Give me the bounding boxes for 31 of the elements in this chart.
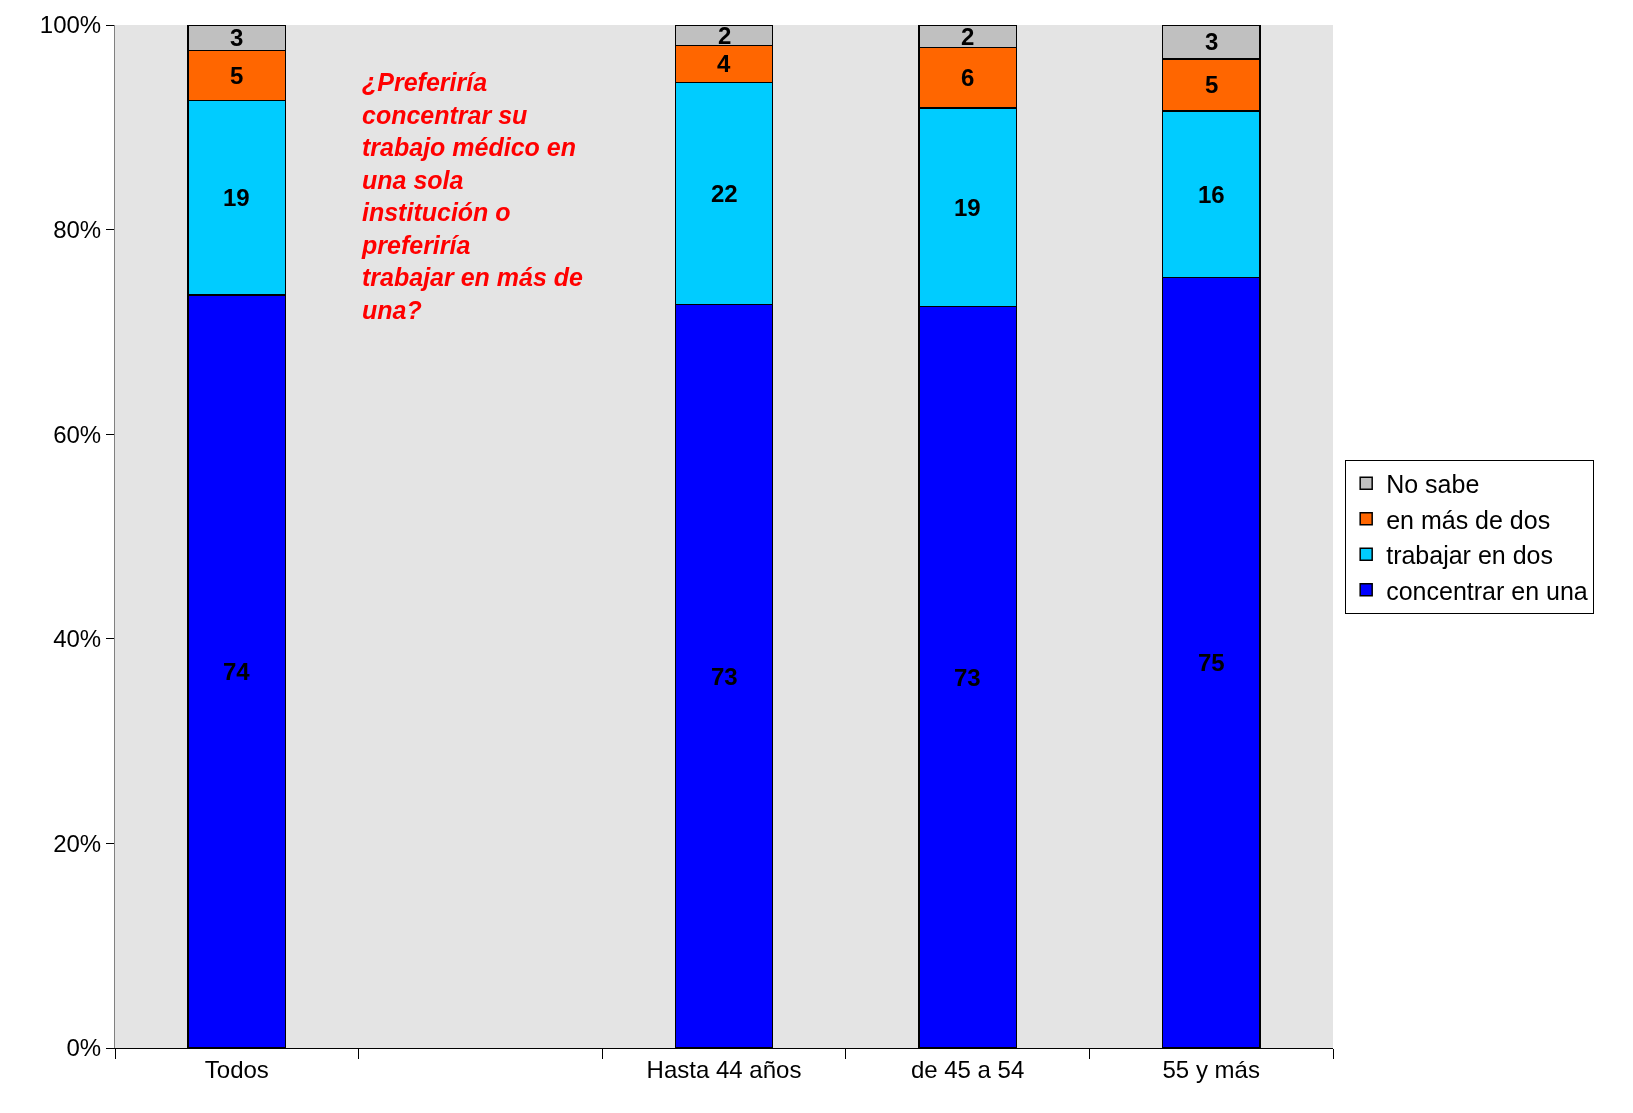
y-tick-label: 100%: [39, 11, 102, 39]
data-label: 2: [961, 23, 975, 50]
legend-label: trabajar en dos: [1386, 541, 1553, 569]
y-tick-label: 60%: [53, 420, 102, 448]
data-label: 16: [1198, 181, 1225, 208]
data-label: 3: [1205, 28, 1219, 55]
legend-label: No sabe: [1386, 470, 1480, 498]
data-label: 4: [717, 50, 731, 77]
data-label: 5: [230, 62, 244, 89]
data-label: 75: [1198, 649, 1225, 676]
data-label: 3: [230, 24, 244, 51]
data-label: 73: [711, 663, 738, 690]
x-tick-label: Todos: [204, 1055, 269, 1083]
y-tick-label: 0%: [66, 1034, 102, 1062]
annotation: ¿Preferiría concentrar su trabajo médico en una sola institución o preferiría trabajar en más de una?: [361, 68, 584, 324]
data-label: 22: [711, 180, 738, 207]
data-label: 74: [223, 658, 251, 685]
x-tick-label: Hasta 44 años: [646, 1055, 802, 1083]
x-tick-label: 55 y más: [1162, 1055, 1260, 1083]
data-label: 19: [223, 184, 250, 211]
y-tick-label: 80%: [53, 216, 102, 243]
data-label: 73: [954, 664, 981, 691]
x-tick-label: de 45 a 54: [910, 1055, 1025, 1083]
data-label: 6: [961, 64, 975, 91]
data-label: 19: [954, 194, 981, 221]
y-tick-label: 20%: [53, 829, 102, 857]
data-label: 2: [718, 22, 732, 49]
legend-label: concentrar en una: [1386, 576, 1588, 605]
y-tick-label: 40%: [53, 625, 102, 653]
data-label: 5: [1205, 71, 1219, 98]
legend-label: en más de dos: [1386, 505, 1551, 534]
